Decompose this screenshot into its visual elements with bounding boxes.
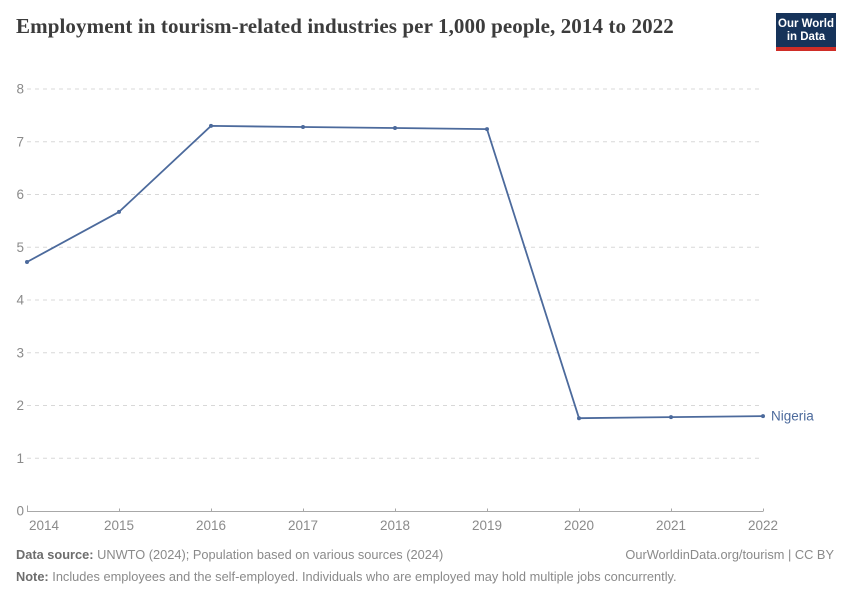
data-source-label: Data source: xyxy=(16,547,94,562)
series-line-nigeria[interactable] xyxy=(26,125,764,420)
owid-logo[interactable]: Our World in Data xyxy=(776,13,836,51)
y-tick-label-3: 3 xyxy=(16,345,24,360)
data-point-nigeria-2017[interactable] xyxy=(301,125,305,129)
y-tick-label-1: 1 xyxy=(16,451,24,466)
data-point-nigeria-2016[interactable] xyxy=(209,123,213,128)
x-tick-label-2017: 2017 xyxy=(288,518,318,533)
y-tick-label-4: 4 xyxy=(16,293,24,308)
chart-title: Employment in tourism-related industries… xyxy=(16,14,674,38)
y-tick-label-2: 2 xyxy=(16,398,24,413)
owid-logo-line1: Our World xyxy=(778,18,835,30)
owid-logo-line2: in Data xyxy=(786,30,826,43)
y-tick-label-6: 6 xyxy=(16,187,24,202)
data-source-text: UNWTO (2024); Population based on variou… xyxy=(93,547,444,562)
data-source-line: Data source: UNWTO (2024); Population ba… xyxy=(16,544,443,566)
data-point-nigeria-2019[interactable] xyxy=(485,127,489,132)
y-tick-label-7: 7 xyxy=(16,134,24,149)
citation-link[interactable]: OurWorldinData.org/tourism | CC BY xyxy=(625,547,834,562)
data-point-nigeria-2014[interactable] xyxy=(25,260,29,264)
x-tick-label-2015: 2015 xyxy=(104,518,134,533)
data-point-nigeria-2018[interactable] xyxy=(393,126,397,130)
x-tick-label-2021: 2021 xyxy=(656,518,686,533)
y-tick-label-5: 5 xyxy=(16,240,24,255)
y-tick-label-8: 8 xyxy=(16,82,24,97)
x-tick-label-2022: 2022 xyxy=(748,518,778,533)
data-point-nigeria-2020[interactable] xyxy=(577,416,581,421)
data-point-nigeria-2021[interactable] xyxy=(669,415,673,420)
note-line: Note: Includes employees and the self-em… xyxy=(16,566,834,588)
note-label: Note: xyxy=(16,569,49,584)
data-point-nigeria-2015[interactable] xyxy=(117,209,121,214)
x-tick-label-2018: 2018 xyxy=(380,518,410,533)
data-point-nigeria-2022[interactable] xyxy=(761,414,765,419)
x-tick-label-2014: 2014 xyxy=(29,518,60,533)
owid-logo-text: Our World in Data xyxy=(776,13,836,47)
x-tick-label-2019: 2019 xyxy=(472,518,502,533)
y-tick-label-0: 0 xyxy=(16,504,24,519)
note-text: Includes employees and the self-employed… xyxy=(48,569,677,584)
x-tick-label-2016: 2016 xyxy=(196,518,226,533)
x-tick-label-2020: 2020 xyxy=(564,518,594,533)
owid-logo-red-bar xyxy=(776,47,836,51)
chart-footer: Data source: UNWTO (2024); Population ba… xyxy=(0,544,850,600)
series-label-nigeria[interactable]: Nigeria xyxy=(771,409,814,424)
